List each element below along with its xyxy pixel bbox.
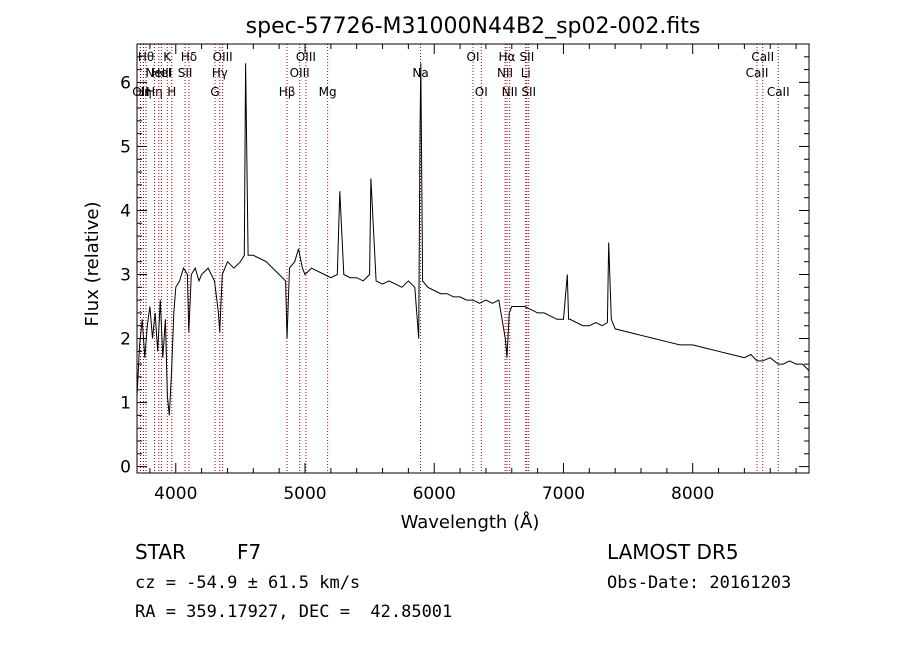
line-label-oi: OI	[467, 50, 480, 64]
observation-date: Obs-Date: 20161203	[607, 573, 792, 593]
y-tick-label: 6	[120, 73, 131, 93]
x-tick-label: 6000	[413, 484, 456, 504]
plot-frame	[136, 43, 810, 474]
line-label-sii: SII	[520, 50, 535, 64]
line-label-oiii: OIII	[296, 50, 316, 64]
y-axis-label: Flux (relative)	[82, 201, 103, 326]
line-label-mg: Mg	[319, 85, 337, 99]
chart-title: spec-57726-M31000N44B2_sp02-002.fits	[246, 14, 701, 39]
line-label-h: H	[167, 85, 176, 99]
emission-line-markers	[139, 44, 779, 473]
object-subclass: F7	[237, 540, 262, 564]
x-axis-label: Wavelength (Å)	[401, 511, 540, 533]
line-label-g: G	[210, 85, 219, 99]
redshift-velocity: cz = -54.9 ± 61.5 km/s	[135, 573, 361, 593]
emission-line-labels: OIIHηHθHηNeIIIHeIKHSIIHδGHγOIIIHβOIIIOII…	[132, 50, 789, 99]
line-label-neiii: NeIII	[145, 66, 172, 80]
line-label-hα: Hα	[499, 50, 516, 64]
line-label-hei: HeI	[151, 66, 171, 80]
line-label-oii: OII	[132, 85, 149, 99]
line-label-oiii: OIII	[290, 66, 310, 80]
x-tick-label: 5000	[283, 484, 326, 504]
survey-name: LAMOST DR5	[607, 540, 739, 564]
line-label-nii: NII	[502, 85, 518, 99]
line-label-nii: NII	[497, 66, 513, 80]
y-tick-label: 4	[120, 201, 131, 221]
line-label-li: Li	[521, 66, 531, 80]
y-tick-label: 2	[120, 330, 131, 350]
line-label-hθ: Hθ	[138, 50, 154, 64]
sky-coordinates: RA = 359.17927, DEC = 42.85001	[135, 602, 453, 622]
line-label-caii: CaII	[746, 66, 769, 80]
spectrum-series-line	[136, 63, 810, 416]
line-label-hγ: Hγ	[212, 66, 228, 80]
x-tick-label: 7000	[542, 484, 585, 504]
line-label-caii: CaII	[767, 85, 790, 99]
x-tick-label: 8000	[671, 484, 714, 504]
object-class: STAR	[135, 540, 186, 564]
line-label-sii: SII	[178, 66, 193, 80]
line-label-oiii: OIII	[213, 50, 233, 64]
line-label-hδ: Hδ	[181, 50, 197, 64]
y-tick-label: 5	[120, 137, 131, 157]
line-label-k: K	[163, 50, 172, 64]
line-label-hη: Hη	[146, 85, 163, 99]
line-label-oi: OI	[475, 85, 488, 99]
line-label-hβ: Hβ	[279, 85, 296, 99]
axis-ticks: 4000 5000 6000 7000 8000 0 1 2 3 4 5 6	[120, 44, 809, 504]
x-tick-label: 4000	[154, 484, 197, 504]
y-tick-label: 0	[120, 458, 131, 478]
y-tick-label: 3	[120, 266, 131, 286]
line-label-caii: CaII	[751, 50, 774, 64]
line-label-sii: SII	[521, 85, 536, 99]
y-tick-label: 1	[120, 394, 131, 414]
